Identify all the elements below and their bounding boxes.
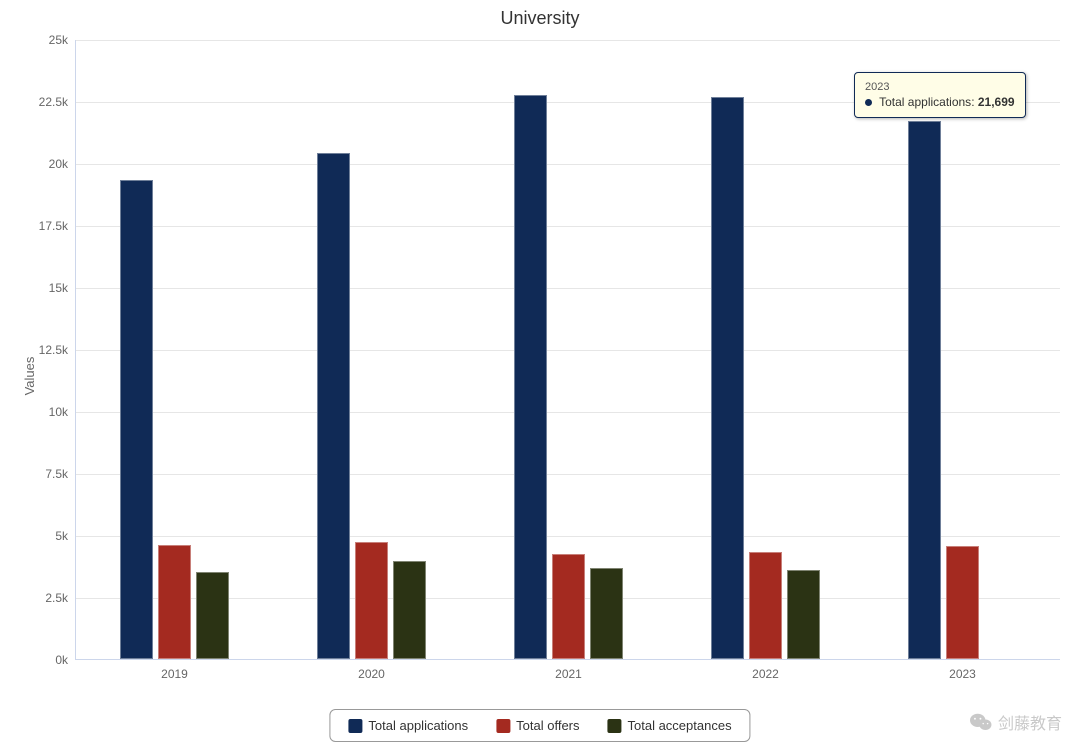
legend-label: Total acceptances bbox=[628, 718, 732, 733]
chart-container: University Values 0k2.5k5k7.5k10k12.5k15… bbox=[0, 0, 1080, 752]
legend-swatch bbox=[608, 719, 622, 733]
tooltip: 2023 Total applications: 21,699 bbox=[854, 72, 1026, 118]
bar[interactable] bbox=[120, 180, 153, 659]
legend-item[interactable]: Total offers bbox=[496, 718, 579, 733]
watermark-text: 剑藤教育 bbox=[998, 710, 1062, 734]
y-tick-label: 25k bbox=[49, 33, 76, 47]
x-tick-label: 2023 bbox=[949, 659, 976, 681]
bar[interactable] bbox=[787, 570, 820, 659]
legend-label: Total offers bbox=[516, 718, 579, 733]
y-tick-label: 2.5k bbox=[45, 591, 76, 605]
bar[interactable] bbox=[355, 542, 388, 659]
bar[interactable] bbox=[711, 97, 744, 659]
y-tick-label: 22.5k bbox=[39, 95, 76, 109]
wechat-icon bbox=[970, 711, 992, 733]
y-tick-label: 10k bbox=[49, 405, 76, 419]
y-tick-label: 17.5k bbox=[39, 219, 76, 233]
bar[interactable] bbox=[393, 561, 426, 659]
tooltip-category: 2023 bbox=[865, 81, 1015, 93]
gridline bbox=[76, 40, 1060, 41]
plot-area: 0k2.5k5k7.5k10k12.5k15k17.5k20k22.5k25k2… bbox=[75, 40, 1060, 660]
chart-title: University bbox=[0, 8, 1080, 29]
y-tick-label: 20k bbox=[49, 157, 76, 171]
bar[interactable] bbox=[552, 554, 585, 659]
tooltip-value: 21,699 bbox=[978, 95, 1015, 109]
bar[interactable] bbox=[590, 568, 623, 659]
x-tick-label: 2021 bbox=[555, 659, 582, 681]
bar[interactable] bbox=[158, 545, 191, 659]
y-axis-label: Values bbox=[22, 357, 37, 396]
y-tick-label: 7.5k bbox=[45, 467, 76, 481]
y-tick-label: 0k bbox=[55, 653, 76, 667]
bar[interactable] bbox=[317, 153, 350, 659]
bar[interactable] bbox=[908, 121, 941, 659]
tooltip-series-dot bbox=[865, 99, 872, 106]
bar[interactable] bbox=[749, 552, 782, 659]
y-tick-label: 12.5k bbox=[39, 343, 76, 357]
legend-swatch bbox=[348, 719, 362, 733]
legend: Total applications Total offers Total acce… bbox=[329, 709, 750, 742]
legend-item[interactable]: Total applications bbox=[348, 718, 468, 733]
x-tick-label: 2019 bbox=[161, 659, 188, 681]
tooltip-row: Total applications: 21,699 bbox=[865, 95, 1015, 109]
x-tick-label: 2022 bbox=[752, 659, 779, 681]
legend-item[interactable]: Total acceptances bbox=[608, 718, 732, 733]
bar[interactable] bbox=[946, 546, 979, 659]
y-tick-label: 15k bbox=[49, 281, 76, 295]
tooltip-series-name: Total applications bbox=[879, 95, 971, 109]
legend-label: Total applications bbox=[368, 718, 468, 733]
watermark: 剑藤教育 bbox=[970, 710, 1062, 734]
legend-swatch bbox=[496, 719, 510, 733]
x-tick-label: 2020 bbox=[358, 659, 385, 681]
bar[interactable] bbox=[196, 572, 229, 659]
bar[interactable] bbox=[514, 95, 547, 659]
y-tick-label: 5k bbox=[55, 529, 76, 543]
